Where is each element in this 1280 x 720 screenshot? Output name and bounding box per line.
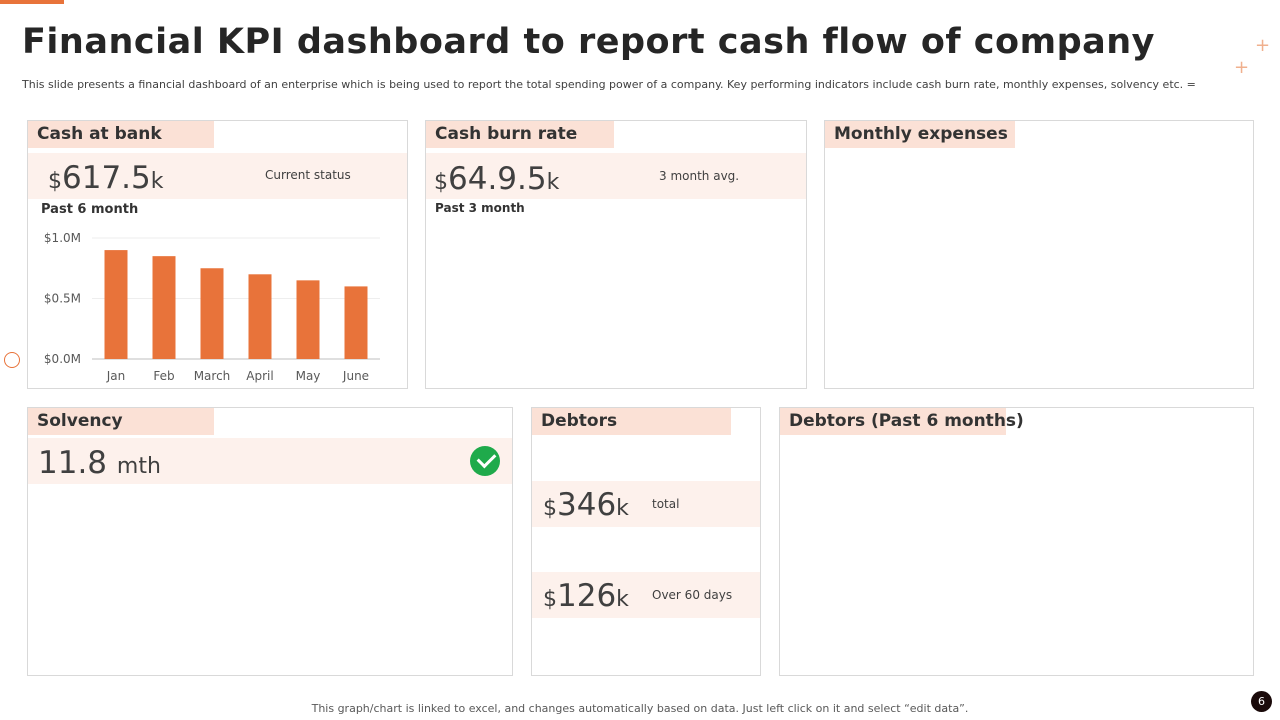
kpi-band (28, 438, 512, 484)
bar (104, 250, 128, 359)
page-subtitle: This slide presents a financial dashboar… (22, 78, 1196, 91)
check-circle-icon (470, 446, 500, 476)
kpi-band (532, 481, 760, 527)
panel-title: Monthly expenses (825, 121, 1015, 148)
kpi-band (532, 572, 760, 618)
panel-title: Cash burn rate (426, 121, 614, 148)
x-tick-label: Feb (153, 369, 174, 383)
debtors-6-months-panel: Debtors (Past 6 months) (779, 407, 1254, 676)
panel-title: Solvency (28, 408, 214, 435)
bar (200, 268, 224, 359)
panel-title: Debtors (Past 6 months) (780, 408, 1024, 435)
period-label: Past 3 month (435, 201, 525, 215)
debtors-total-value: $346k (543, 487, 629, 523)
bar (296, 280, 320, 359)
debtors-total-label: total (652, 497, 680, 511)
bar (152, 256, 176, 359)
footer-note: This graph/chart is linked to excel, and… (311, 702, 969, 715)
plus-decoration-icon: + (1234, 57, 1250, 78)
kpi-value: $617.5k (48, 160, 164, 196)
solvency-panel: Solvency 11.8 mth (27, 407, 513, 676)
x-tick-label: April (246, 369, 273, 383)
y-tick-label: $1.0M (44, 231, 81, 245)
kpi-value: $64.9.5k (434, 161, 560, 197)
top-accent-bar (0, 0, 64, 4)
kpi-value: 11.8 mth (38, 445, 161, 481)
x-tick-label: March (194, 369, 231, 383)
kpi-band (426, 153, 806, 199)
debtors-over60-label: Over 60 days (652, 588, 733, 602)
x-tick-label: Jan (106, 369, 126, 383)
kpi-status: Current status (265, 168, 351, 182)
cash-burn-panel: Cash burn rate $64.9.5k 3 month avg. Pas… (425, 120, 807, 389)
y-tick-label: $0.5M (44, 292, 81, 306)
kpi-band (28, 153, 407, 199)
debtors-panel: Debtors $346k total $126k Over 60 days (531, 407, 761, 676)
panel-title: Cash at bank (28, 121, 214, 148)
page-number: 6 (1251, 691, 1272, 712)
y-tick-label: $0.0M (44, 352, 81, 366)
circle-decoration-icon (4, 352, 20, 368)
bar (344, 286, 368, 359)
monthly-expenses-panel: Monthly expenses (824, 120, 1254, 389)
x-tick-label: May (296, 369, 321, 383)
debtors-over60-value: $126k (543, 578, 629, 614)
kpi-status: 3 month avg. (659, 169, 740, 183)
period-label: Past 6 month (41, 202, 139, 217)
bar (248, 274, 272, 359)
plus-decoration-icon: + (1255, 35, 1271, 56)
x-tick-label: June (342, 369, 369, 383)
page-title: Financial KPI dashboard to report cash f… (22, 22, 1155, 62)
panel-title: Debtors (532, 408, 731, 435)
